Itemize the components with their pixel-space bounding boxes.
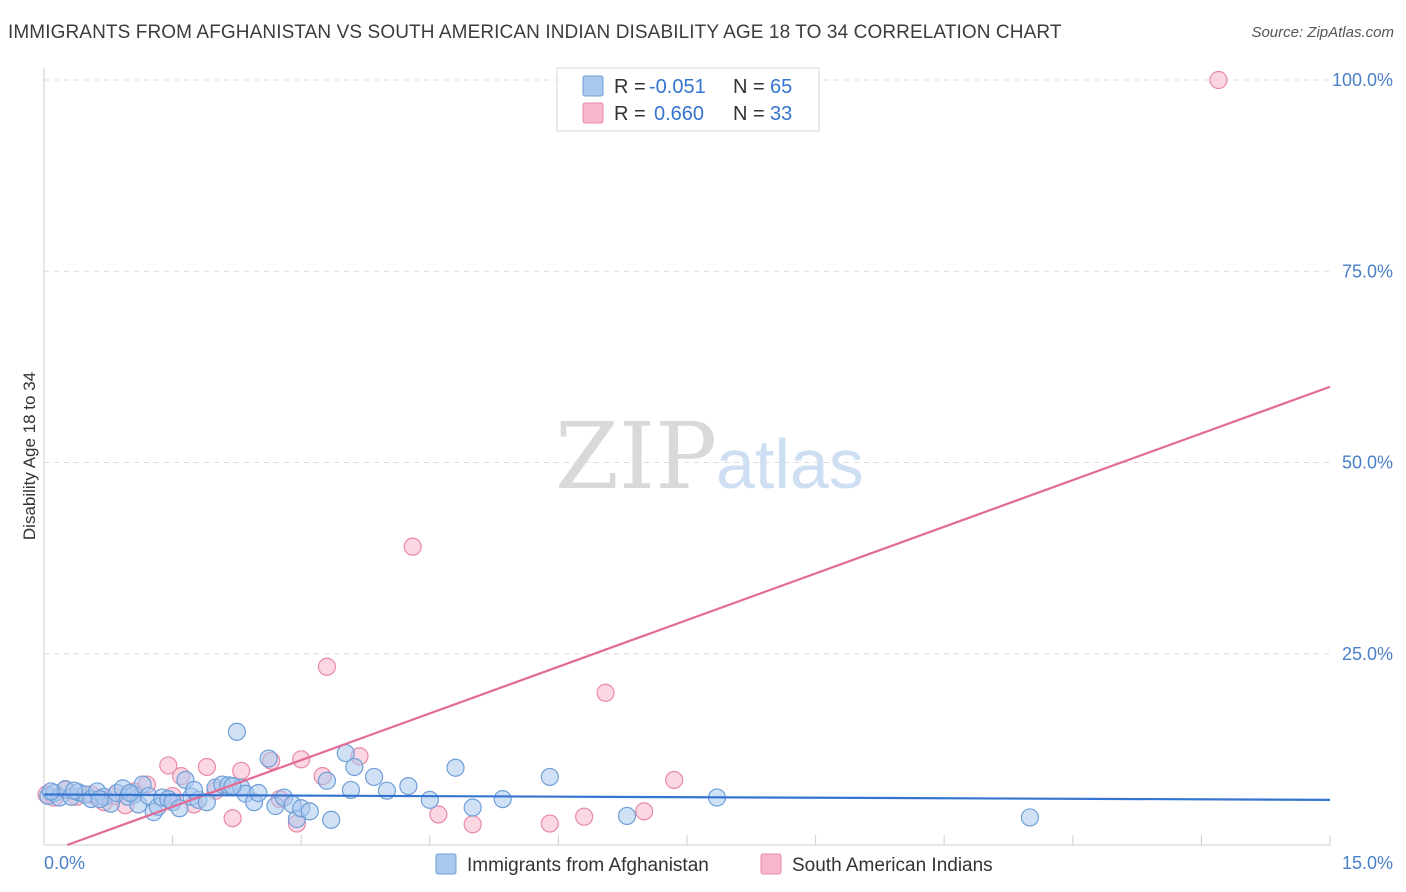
point-blue-31 xyxy=(227,722,246,741)
y-tick-label-0: 25.0% xyxy=(1342,644,1393,664)
point-pink-26 xyxy=(429,805,448,824)
legend-r-label-pink: R = xyxy=(614,103,646,125)
point-blue-46 xyxy=(341,780,361,800)
chart-title: IMMIGRANTS FROM AFGHANISTAN VS SOUTH AME… xyxy=(8,22,1062,43)
x-tick-label-1: 15.0% xyxy=(1342,853,1393,873)
point-blue-55 xyxy=(540,767,559,787)
point-blue-35 xyxy=(249,783,268,803)
point-pink-29 xyxy=(575,807,594,826)
point-pink-14 xyxy=(197,757,216,777)
grid-lines xyxy=(44,79,1330,655)
bottom-legend-swatch-blue xyxy=(435,853,457,875)
bottom-legend-swatch-pink xyxy=(760,853,782,875)
watermark-zip: ZIP xyxy=(555,403,717,510)
point-pink-16 xyxy=(223,809,242,828)
x-axis-ticks xyxy=(43,835,1331,845)
y-tick-label-1: 50.0% xyxy=(1342,453,1393,473)
point-pink-17 xyxy=(232,761,251,780)
point-blue-59 xyxy=(41,782,60,801)
trend-line-south-american-indians xyxy=(66,385,1331,847)
y-axis-title: Disability Age 18 to 34 xyxy=(20,372,39,540)
legend-r-value-pink: 0.660 xyxy=(654,103,704,125)
point-blue-44 xyxy=(322,810,341,829)
correlation-legend: R = -0.051 N = 65 R = 0.660 N = 33 xyxy=(556,67,820,132)
trend-line-afghanistan xyxy=(43,793,1331,801)
point-blue-51 xyxy=(420,790,439,809)
point-pink-10 xyxy=(159,756,178,775)
point-pink-32 xyxy=(665,770,684,790)
bottom-legend-label-south-american-indians: South American Indians xyxy=(792,855,993,876)
watermark-atlas: atlas xyxy=(716,425,864,503)
point-blue-53 xyxy=(463,798,482,817)
legend-n-value-blue: 65 xyxy=(770,76,792,98)
point-blue-58 xyxy=(1020,808,1040,827)
legend-swatch-blue xyxy=(582,75,604,97)
point-blue-36 xyxy=(259,749,278,768)
point-blue-42 xyxy=(300,802,319,821)
point-blue-61 xyxy=(90,789,109,809)
point-blue-56 xyxy=(617,806,637,826)
x-tick-labels: 0.0% 15.0% xyxy=(44,853,1393,873)
legend-n-label-pink: N = xyxy=(733,103,765,125)
point-blue-54 xyxy=(493,789,512,809)
y-tick-label-2: 75.0% xyxy=(1342,261,1393,281)
legend-r-label-blue: R = xyxy=(614,76,646,98)
point-blue-60 xyxy=(64,781,84,800)
x-tick-label-0: 0.0% xyxy=(44,853,85,873)
point-blue-43 xyxy=(317,771,337,790)
point-blue-48 xyxy=(364,767,384,787)
point-pink-30 xyxy=(596,683,615,702)
point-pink-31 xyxy=(635,802,654,821)
point-blue-50 xyxy=(399,776,418,796)
series-afghanistan-points xyxy=(39,722,1040,829)
legend-n-value-pink: 33 xyxy=(770,103,792,125)
point-pink-23 xyxy=(317,657,337,676)
legend-n-label-blue: N = xyxy=(733,76,765,98)
bottom-legend-label-afghanistan: Immigrants from Afghanistan xyxy=(467,855,709,876)
point-blue-52 xyxy=(446,758,465,777)
point-pink-33 xyxy=(1209,70,1228,90)
legend-swatch-pink xyxy=(582,102,604,124)
point-blue-47 xyxy=(345,757,364,777)
y-tick-label-3: 100.0% xyxy=(1332,70,1393,90)
legend-r-value-blue: -0.051 xyxy=(649,76,706,98)
series-legend: Immigrants from Afghanistan South Americ… xyxy=(435,853,993,876)
point-pink-28 xyxy=(540,814,559,833)
point-pink-25 xyxy=(403,537,422,556)
source-credit: Source: ZipAtlas.com xyxy=(1251,24,1394,41)
y-tick-labels: 25.0% 50.0% 75.0% 100.0% xyxy=(1332,70,1393,664)
point-blue-62 xyxy=(120,783,139,803)
point-pink-27 xyxy=(463,815,482,834)
